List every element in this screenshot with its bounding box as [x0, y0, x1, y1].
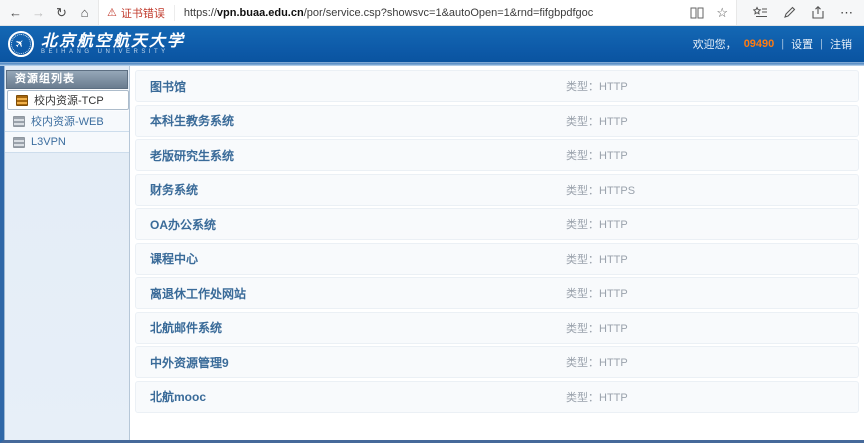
- university-logo: ✈: [8, 31, 34, 57]
- resource-link[interactable]: 课程中心: [150, 252, 199, 266]
- university-name-cn: 北京航空航天大学: [41, 31, 186, 50]
- university-name-block: 北京航空航天大学 BEIHANG UNIVERSITY: [41, 32, 185, 56]
- resource-link[interactable]: 图书馆: [150, 79, 187, 94]
- resource-row: 北航邮件系统 类型：HTTP: [135, 311, 859, 344]
- separator: |: [781, 38, 785, 50]
- address-bar-actions: ☆: [690, 5, 728, 21]
- sidebar-item-label: 校内资源-TCP: [34, 95, 104, 107]
- logout-link[interactable]: 注销: [830, 39, 852, 51]
- resource-link[interactable]: 北航mooc: [150, 390, 207, 404]
- page-body: 资源组列表 校内资源-TCP 校内资源-WEB L3VPN 图书馆: [0, 66, 864, 443]
- certificate-error-badge[interactable]: ⚠ 证书错误: [107, 4, 175, 21]
- browser-action-icons: ⋯: [737, 0, 864, 25]
- resource-type: 类型：HTTP: [566, 253, 628, 266]
- resource-row: 中外资源管理9 类型：HTTP: [135, 346, 859, 378]
- resource-row: OA办公系统 类型：HTTP: [135, 208, 859, 240]
- refresh-icon[interactable]: ↻: [56, 4, 67, 20]
- username: 09490: [743, 38, 775, 50]
- resource-link[interactable]: 老版研究生系统: [150, 148, 235, 163]
- resource-type: 类型：HTTPS: [566, 184, 636, 197]
- university-name-en: BEIHANG UNIVERSITY: [41, 49, 169, 55]
- resource-row: 财务系统 类型：HTTPS: [135, 173, 859, 206]
- resource-row: 图书馆 类型：HTTP: [135, 70, 859, 102]
- resource-type: 类型：HTTP: [566, 81, 628, 93]
- share-icon[interactable]: [811, 6, 825, 19]
- sidebar-item-label: 校内资源-WEB: [31, 116, 104, 128]
- resource-type: 类型：HTTP: [566, 357, 628, 369]
- hub-favorites-icon[interactable]: [753, 6, 768, 19]
- resource-row: 离退休工作处网站 类型：HTTP: [135, 277, 859, 309]
- resource-type: 类型：HTTP: [566, 219, 628, 231]
- reading-view-icon[interactable]: [690, 7, 704, 19]
- certificate-error-label: 证书错误: [120, 7, 165, 20]
- sidebar-list: 校内资源-TCP 校内资源-WEB L3VPN: [5, 89, 129, 153]
- resource-type: 类型：HTTP: [566, 322, 628, 335]
- resource-type: 类型：HTTP: [566, 391, 628, 404]
- resource-group-icon: [13, 115, 25, 127]
- url-text[interactable]: https://vpn.buaa.edu.cn/por/service.csp?…: [183, 6, 594, 19]
- resource-link[interactable]: 财务系统: [150, 183, 199, 197]
- resource-row: 课程中心 类型：HTTP: [135, 242, 859, 275]
- resource-row: 北航mooc 类型：HTTP: [135, 380, 859, 413]
- sidebar-item-l3vpn[interactable]: L3VPN: [5, 132, 129, 153]
- web-note-pen-icon[interactable]: [783, 6, 796, 19]
- resource-type: 类型：HTTP: [566, 150, 628, 162]
- resource-group-icon: [16, 94, 28, 106]
- resource-link[interactable]: OA办公系统: [150, 217, 217, 232]
- warning-icon: ⚠: [107, 7, 117, 19]
- resource-group-icon: [13, 136, 25, 148]
- resource-link[interactable]: 北航邮件系统: [150, 321, 223, 335]
- browser-toolbar: ← → ↻ ⌂ ⚠ 证书错误 https://vpn.buaa.edu.cn/p…: [0, 0, 864, 26]
- address-bar[interactable]: ⚠ 证书错误 https://vpn.buaa.edu.cn/por/servi…: [98, 0, 737, 25]
- separator: |: [820, 38, 823, 50]
- sidebar-title: 资源组列表: [6, 70, 128, 89]
- sidebar-item-label: L3VPN: [31, 136, 66, 148]
- forward-icon[interactable]: →: [32, 5, 45, 20]
- resource-type: 类型：HTTP: [566, 288, 628, 300]
- header-accent-strip: [0, 62, 864, 66]
- resource-link[interactable]: 离退休工作处网站: [150, 286, 247, 301]
- portal-header: ✈ 北京航空航天大学 BEIHANG UNIVERSITY 欢迎您， 09490…: [0, 26, 864, 62]
- home-icon[interactable]: ⌂: [80, 5, 89, 20]
- settings-link[interactable]: 设置: [791, 39, 814, 51]
- browser-nav-buttons: ← → ↻ ⌂: [0, 0, 98, 25]
- user-welcome-bar: 欢迎您， 09490 | 设置 | 注销: [693, 36, 852, 52]
- plane-emblem-icon: ✈: [13, 36, 29, 52]
- resource-row: 老版研究生系统 类型：HTTP: [135, 139, 859, 171]
- resource-link[interactable]: 中外资源管理9: [150, 355, 229, 370]
- sidebar-item-intranet-tcp[interactable]: 校内资源-TCP: [7, 90, 129, 110]
- sidebar-item-intranet-web[interactable]: 校内资源-WEB: [5, 111, 129, 132]
- back-icon[interactable]: ←: [9, 5, 22, 20]
- resource-type: 类型：HTTP: [566, 115, 628, 128]
- resource-row: 本科生教务系统 类型：HTTP: [135, 104, 859, 137]
- resource-list: 图书馆 类型：HTTP 本科生教务系统 类型：HTTP 老版研究生系统 类型：H…: [130, 66, 864, 440]
- more-options-icon[interactable]: ⋯: [840, 4, 854, 20]
- resource-group-sidebar: 资源组列表 校内资源-TCP 校内资源-WEB L3VPN: [4, 66, 130, 440]
- welcome-label: 欢迎您，: [692, 39, 737, 51]
- resource-link[interactable]: 本科生教务系统: [150, 114, 235, 128]
- favorite-star-icon[interactable]: ☆: [716, 4, 728, 20]
